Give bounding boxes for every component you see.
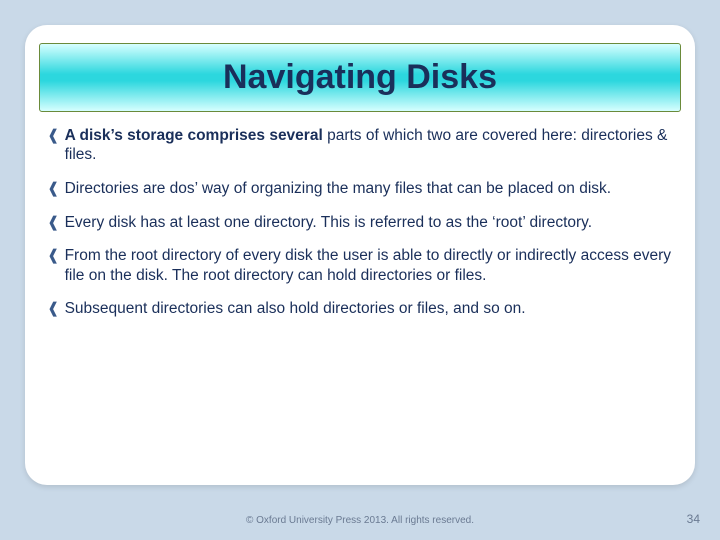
bullet-item: ❰ A disk’s storage comprises several par… <box>47 126 673 165</box>
page-number: 34 <box>687 512 700 526</box>
title-wrap: Navigating Disks <box>39 43 681 112</box>
bullet-item: ❰ Directories are dos’ way of organizing… <box>47 179 673 199</box>
title-bar: Navigating Disks <box>39 43 681 112</box>
bullet-item: ❰ Every disk has at least one directory.… <box>47 213 673 233</box>
bullet-item: ❰ From the root directory of every disk … <box>47 246 673 285</box>
slide-card: Navigating Disks ❰ A disk’s storage comp… <box>25 25 695 485</box>
bullet-marker-icon: ❰ <box>47 247 60 266</box>
footer-copyright: © Oxford University Press 2013. All righ… <box>0 515 720 526</box>
slide-content: ❰ A disk’s storage comprises several par… <box>25 122 695 343</box>
bullet-marker-icon: ❰ <box>47 180 60 199</box>
bullet-text: A disk’s storage comprises several parts… <box>65 126 673 165</box>
bullet-marker-icon: ❰ <box>47 127 60 146</box>
bullet-item: ❰ Subsequent directories can also hold d… <box>47 299 673 319</box>
bullet-text: Every disk has at least one directory. T… <box>65 213 673 232</box>
bullet-text: Directories are dos’ way of organizing t… <box>65 179 673 198</box>
bullet-marker-icon: ❰ <box>47 214 60 233</box>
bullet-text: Subsequent directories can also hold dir… <box>65 299 673 318</box>
bullet-marker-icon: ❰ <box>47 300 60 319</box>
bullet-text: From the root directory of every disk th… <box>65 246 673 285</box>
slide-title: Navigating Disks <box>50 58 670 97</box>
